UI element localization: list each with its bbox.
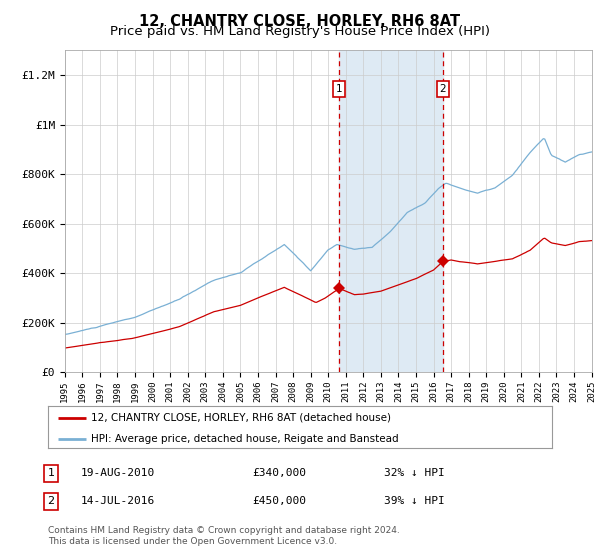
Text: 19-AUG-2010: 19-AUG-2010 [81, 468, 155, 478]
Text: Price paid vs. HM Land Registry's House Price Index (HPI): Price paid vs. HM Land Registry's House … [110, 25, 490, 38]
Text: 1: 1 [336, 84, 343, 94]
Text: HPI: Average price, detached house, Reigate and Banstead: HPI: Average price, detached house, Reig… [91, 434, 398, 444]
Text: 32% ↓ HPI: 32% ↓ HPI [384, 468, 445, 478]
Text: 14-JUL-2016: 14-JUL-2016 [81, 496, 155, 506]
Text: 2: 2 [440, 84, 446, 94]
Text: 12, CHANTRY CLOSE, HORLEY, RH6 8AT: 12, CHANTRY CLOSE, HORLEY, RH6 8AT [139, 14, 461, 29]
Text: 2: 2 [47, 496, 55, 506]
Text: £340,000: £340,000 [252, 468, 306, 478]
Text: Contains HM Land Registry data © Crown copyright and database right 2024.
This d: Contains HM Land Registry data © Crown c… [48, 526, 400, 546]
Text: 12, CHANTRY CLOSE, HORLEY, RH6 8AT (detached house): 12, CHANTRY CLOSE, HORLEY, RH6 8AT (deta… [91, 413, 391, 423]
Bar [339, 50, 443, 372]
Text: 1: 1 [47, 468, 55, 478]
Text: 39% ↓ HPI: 39% ↓ HPI [384, 496, 445, 506]
Text: £450,000: £450,000 [252, 496, 306, 506]
